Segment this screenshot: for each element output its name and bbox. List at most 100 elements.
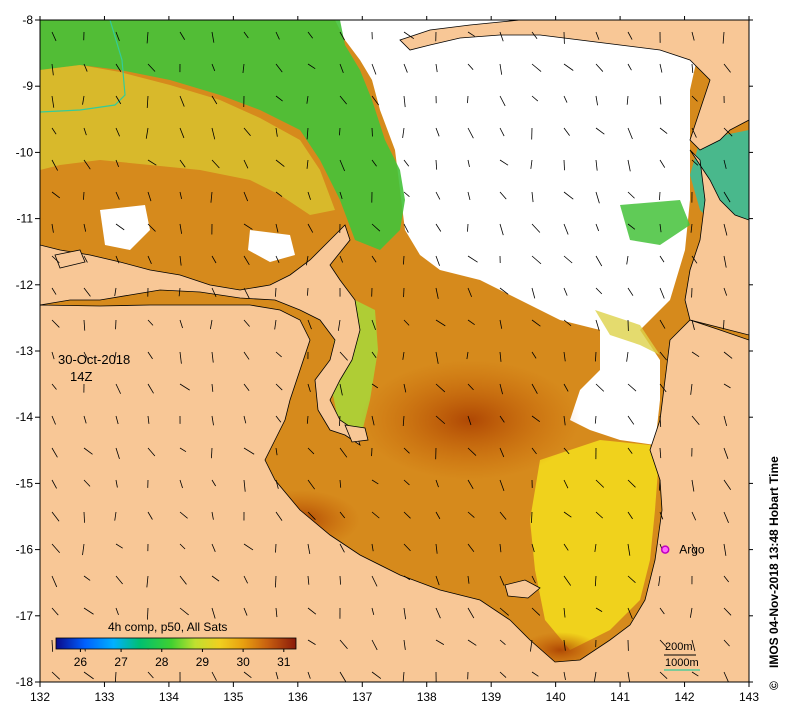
current-arrow	[435, 319, 446, 327]
lon-tick-label: 143	[739, 690, 759, 704]
current-arrow	[402, 351, 405, 360]
current-arrow	[691, 127, 697, 138]
current-arrow	[83, 319, 86, 331]
current-arrow	[51, 223, 54, 233]
current-arrow	[627, 479, 636, 488]
current-arrow	[146, 575, 149, 588]
current-arrow	[51, 575, 58, 588]
current-arrow	[115, 447, 120, 459]
current-arrow	[723, 63, 731, 73]
current-arrow	[371, 351, 377, 358]
current-arrow	[627, 63, 632, 71]
green-patch-mid	[620, 200, 690, 245]
current-arrow	[403, 639, 406, 650]
current-arrow	[275, 127, 278, 137]
current-arrow	[595, 255, 603, 267]
current-arrow	[115, 255, 120, 264]
current-arrow	[595, 223, 600, 232]
current-arrow	[563, 287, 568, 296]
current-arrow	[51, 447, 58, 458]
current-arrow	[339, 383, 343, 396]
current-arrow	[627, 511, 633, 520]
current-arrow	[275, 31, 280, 40]
yellow-field-southeast	[530, 440, 658, 650]
current-arrow	[563, 383, 569, 392]
current-arrow	[51, 255, 60, 264]
current-arrow	[563, 95, 568, 103]
argo-label: Argo	[679, 543, 705, 557]
current-arrow	[115, 415, 119, 425]
current-arrow	[627, 383, 637, 392]
current-arrow	[659, 671, 668, 680]
current-arrow	[659, 511, 664, 520]
lon-tick-label: 140	[546, 690, 566, 704]
current-arrow	[243, 31, 249, 39]
current-arrow	[403, 159, 410, 167]
land-mornington	[504, 579, 541, 599]
current-arrow	[51, 31, 57, 42]
current-arrow	[595, 63, 604, 72]
current-arrow	[563, 127, 570, 136]
current-arrow	[51, 287, 57, 295]
current-arrow	[467, 319, 475, 325]
current-arrow	[691, 639, 696, 652]
current-arrow	[563, 223, 569, 235]
current-arrow	[723, 287, 728, 296]
no-data-region-lower	[570, 330, 660, 445]
current-arrow	[467, 383, 474, 391]
current-arrow	[691, 95, 698, 102]
colorbar-tick-label: 29	[196, 655, 210, 669]
current-arrow	[339, 639, 348, 650]
colorbar-ticks: 26 27 28 29 30 31	[74, 649, 291, 669]
warm-core	[360, 360, 580, 480]
current-arrow	[467, 511, 475, 518]
current-arrow	[499, 479, 505, 492]
current-arrow	[371, 479, 379, 485]
current-arrow	[723, 639, 730, 647]
current-arrow	[467, 447, 477, 456]
current-arrow	[659, 191, 661, 201]
current-arrow	[531, 511, 533, 523]
current-arrow	[371, 63, 377, 75]
current-arrow	[499, 191, 507, 200]
current-arrow	[179, 511, 188, 519]
current-arrow	[243, 351, 250, 360]
current-arrow	[243, 415, 247, 424]
current-arrow	[435, 511, 441, 520]
current-arrow	[115, 223, 125, 231]
current-arrow	[243, 479, 246, 492]
current-vectors	[51, 31, 733, 682]
lat-tick-label: -14	[16, 410, 34, 424]
colorbar-tick-label: 30	[236, 655, 250, 669]
current-arrow	[659, 127, 668, 134]
current-arrow	[83, 351, 88, 360]
land-australia	[40, 224, 749, 682]
current-arrow	[435, 415, 446, 425]
current-arrow	[531, 287, 536, 299]
lon-tick-label: 133	[94, 690, 114, 704]
current-arrow	[275, 575, 277, 588]
current-arrow	[211, 159, 220, 169]
current-arrow	[115, 543, 123, 549]
argo-float-marker[interactable]	[660, 545, 670, 554]
current-arrow	[211, 383, 214, 392]
current-arrow	[307, 31, 314, 39]
current-arrow	[563, 511, 572, 518]
current-arrow	[339, 511, 346, 519]
current-arrow	[595, 31, 600, 40]
current-arrow	[467, 415, 472, 426]
current-arrow	[723, 159, 727, 169]
current-arrow	[243, 223, 253, 230]
current-arrow	[307, 223, 314, 233]
current-arrow	[563, 575, 572, 586]
current-arrow	[371, 95, 380, 106]
current-arrow	[403, 63, 408, 73]
current-arrow	[51, 383, 57, 390]
current-arrow	[435, 159, 438, 170]
current-arrow	[467, 223, 469, 232]
current-arrow	[371, 415, 375, 426]
current-arrow	[147, 159, 157, 166]
current-arrow	[595, 607, 603, 612]
current-arrow	[147, 447, 156, 457]
current-arrow	[723, 383, 731, 389]
